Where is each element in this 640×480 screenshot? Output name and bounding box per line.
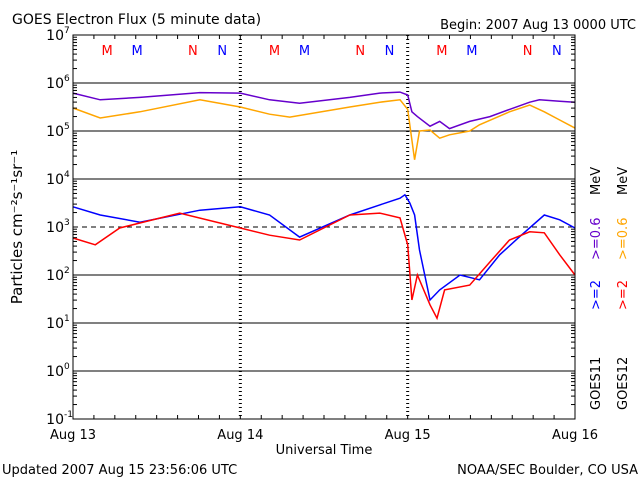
event-marker: N [355,44,365,59]
legend-label: >=2 [616,280,631,310]
y-tick-exponent: 4 [64,170,70,180]
series-line-goes11-2-mev [72,193,576,302]
y-tick-label: 10 [46,28,64,44]
y-tick-label: 10 [46,220,64,236]
y-tick-label: 10 [46,412,64,428]
event-marker: N [217,44,227,59]
legend-label: >=0.6 [589,218,604,260]
x-tick-label: Aug 16 [552,428,598,443]
x-tick-label: Aug 13 [50,428,96,443]
event-marker: N [188,44,198,59]
event-marker: M [269,44,280,59]
data-source: NOAA/SEC Boulder, CO USA [457,463,638,478]
y-tick-exponent: 6 [64,74,70,84]
event-marker: M [299,44,310,59]
y-tick-exponent: 2 [64,266,70,276]
series-line-goes12-0-6-mev [72,99,576,160]
y-tick-label: 10 [46,364,64,380]
y-tick-exponent: 3 [64,218,70,228]
y-tick-label: 10 [46,316,64,332]
legend-label: GOES11 [589,357,604,410]
legend-label: >=2 [589,280,604,310]
event-marker: M [102,44,113,59]
event-marker: M [466,44,477,59]
y-tick-label: 10 [46,268,64,284]
y-tick-exponent: 0 [64,362,70,372]
x-tick-label: Aug 15 [385,428,431,443]
legend-label: >=0.6 [616,218,631,260]
event-marker: M [436,44,447,59]
x-tick-label: Aug 14 [217,428,263,443]
y-tick-exponent: 5 [64,122,70,132]
begin-time: Begin: 2007 Aug 13 0000 UTC [440,18,636,33]
legend-label: GOES12 [616,357,631,410]
y-tick-exponent: 7 [64,26,70,36]
event-marker: N [385,44,395,59]
legend-label: MeV [616,167,631,195]
y-axis-label: Particles cm⁻²s⁻¹sr⁻¹ [8,150,26,304]
y-tick-label: 10 [46,172,64,188]
legend-label: MeV [589,167,604,195]
y-tick-exponent: 1 [64,314,70,324]
updated-time: Updated 2007 Aug 15 23:56:06 UTC [2,463,237,478]
y-tick-label: 10 [46,124,64,140]
y-tick-exponent: -1 [64,410,73,420]
event-marker: N [552,44,562,59]
event-marker: M [132,44,143,59]
y-tick-label: 10 [46,76,64,92]
chart-title: GOES Electron Flux (5 minute data) [12,12,261,28]
series-line-goes12-2-mev [72,212,576,321]
series-line-goes11-0-6-mev [72,91,576,130]
event-marker: N [523,44,533,59]
x-axis-label: Universal Time [276,443,373,458]
